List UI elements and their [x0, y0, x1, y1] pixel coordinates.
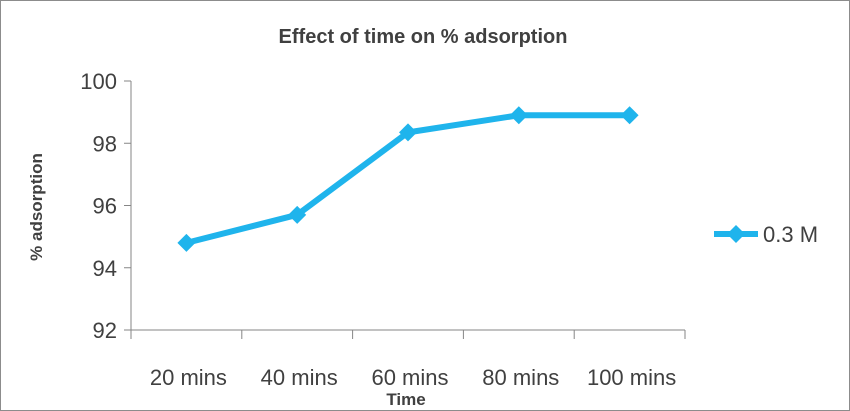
legend: 0.3 M — [714, 222, 818, 247]
y-tick-label: 100 — [80, 69, 117, 94]
x-tick-label: 20 mins — [150, 365, 227, 390]
y-tick-label: 94 — [93, 256, 117, 281]
y-tick-label: 98 — [93, 131, 117, 156]
x-axis: 20 mins 40 mins 60 mins 80 mins 100 mins — [130, 329, 686, 390]
x-tick-label: 60 mins — [371, 365, 448, 390]
series-layer — [177, 106, 639, 252]
chart-title: Effect of time on % adsorption — [279, 26, 568, 48]
x-tick-label: 100 mins — [587, 365, 676, 390]
data-point-marker — [620, 106, 639, 125]
x-tick-label: 80 mins — [482, 365, 559, 390]
legend-marker — [727, 225, 745, 243]
y-tick-label: 96 — [93, 194, 117, 219]
x-axis-title: Time — [386, 390, 425, 409]
y-axis-title: % adsorption — [27, 153, 46, 261]
y-axis: 92 94 96 98 100 — [80, 69, 132, 343]
data-point-marker — [177, 233, 196, 252]
data-point-marker — [399, 123, 417, 142]
x-tick-label: 40 mins — [261, 365, 338, 390]
legend-label: 0.3 M — [763, 222, 818, 247]
y-tick-label: 92 — [93, 318, 117, 343]
data-point-marker — [509, 106, 528, 125]
data-point-marker — [288, 205, 307, 224]
